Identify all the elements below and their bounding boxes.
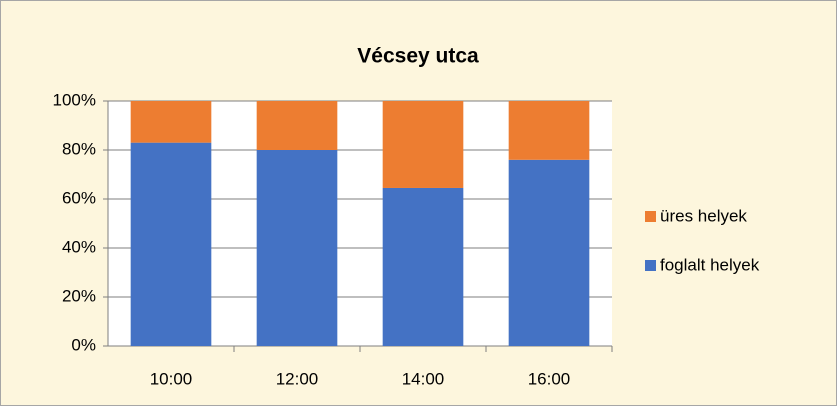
bar-segment [382, 187, 464, 346]
chart-title: Vécsey utca [357, 45, 479, 68]
x-tick-label: 14:00 [402, 369, 445, 388]
legend-swatch [645, 211, 656, 222]
x-tick-label: 10:00 [150, 369, 193, 388]
bar-segment [508, 101, 590, 160]
legend-swatch [645, 260, 656, 271]
x-tick-label: 12:00 [276, 369, 319, 388]
bar-segment [256, 101, 338, 150]
y-tick-label: 40% [62, 237, 96, 256]
legend-label: üres helyek [660, 206, 747, 225]
bar-segment [130, 101, 212, 143]
bar-segment [508, 159, 590, 346]
bar-segment [382, 101, 464, 188]
y-tick-label: 60% [62, 188, 96, 207]
y-tick-label: 20% [62, 286, 96, 305]
x-tick-label: 16:00 [528, 369, 571, 388]
y-tick-label: 0% [71, 335, 96, 354]
legend-label: foglalt helyek [660, 255, 760, 274]
y-tick-label: 80% [62, 139, 96, 158]
bar-segment [256, 150, 338, 346]
y-tick-label: 100% [53, 90, 96, 109]
bar-segment [130, 142, 212, 346]
